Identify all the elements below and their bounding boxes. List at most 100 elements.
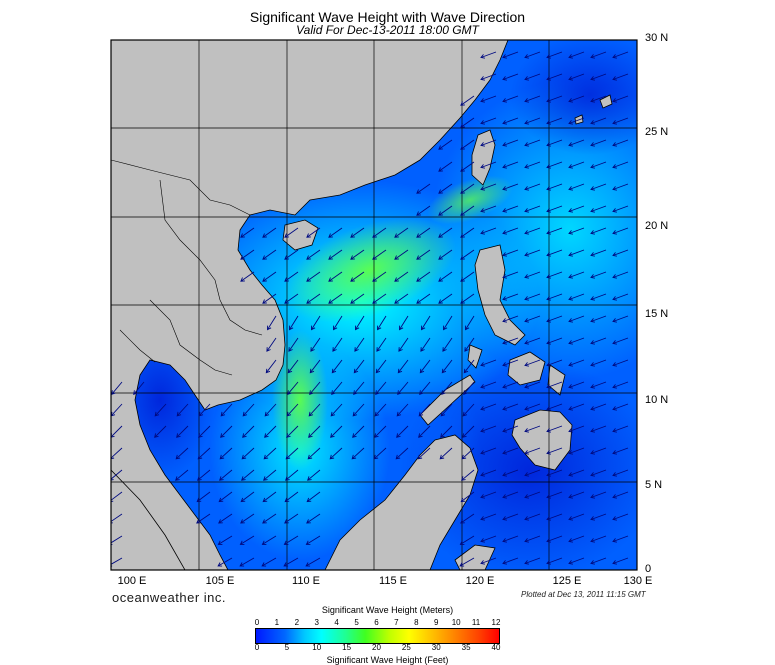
wave-arrow: [419, 381, 431, 395]
colorbar-feet-tick: 5: [284, 643, 290, 652]
wave-arrow: [460, 491, 475, 503]
wave-arrow: [480, 425, 497, 433]
wave-arrow: [568, 403, 585, 411]
wave-arrow: [328, 227, 343, 238]
wave-arrow: [568, 469, 585, 477]
wave-arrow: [306, 513, 321, 524]
wave-arrow: [440, 425, 453, 438]
wave-arrow: [546, 381, 563, 389]
wave-arrow: [568, 381, 585, 389]
wave-arrow: [568, 425, 585, 433]
country-borders: [111, 159, 263, 376]
wave-arrow: [568, 271, 585, 279]
wave-arrow: [524, 425, 541, 433]
wave-arrow: [310, 337, 321, 352]
wave-arrow: [590, 117, 607, 125]
wave-arrow: [590, 227, 607, 235]
wave-arrow: [283, 535, 299, 545]
wave-arrow: [284, 227, 299, 238]
wave-arrow: [546, 359, 563, 367]
wave-arrow: [284, 249, 299, 260]
wave-arrow: [524, 337, 541, 345]
colorbar-feet-tick: 20: [372, 643, 381, 652]
wave-arrow: [394, 249, 409, 260]
wave-arrow: [240, 513, 255, 524]
wave-arrow: [218, 491, 233, 503]
wave-arrow: [240, 227, 255, 238]
wave-arrow: [480, 183, 497, 191]
colorbar-meters-tick: 3: [314, 618, 319, 627]
wave-arrow: [220, 403, 233, 417]
wave-arrow: [353, 359, 365, 374]
wave-arrow: [284, 271, 299, 282]
wave-arrow: [612, 403, 629, 411]
wave-arrow: [197, 447, 211, 460]
wave-arrow: [502, 271, 519, 279]
wave-arrow: [590, 51, 607, 59]
wave-arrow: [240, 249, 255, 260]
wave-arrow: [306, 293, 321, 304]
wave-arrow: [263, 447, 277, 460]
wave-arrow: [502, 557, 519, 565]
wave-arrow: [111, 557, 123, 567]
wave-arrow: [502, 513, 519, 521]
wave-arrow: [524, 447, 541, 455]
wave-arrow: [502, 183, 519, 191]
wave-arrow: [287, 381, 299, 395]
wave-arrow: [133, 381, 145, 395]
wave-arrow: [524, 271, 541, 279]
wave-arrow: [612, 469, 629, 477]
colorbar-feet-tick: 30: [431, 643, 441, 652]
wave-arrow: [198, 403, 211, 417]
wave-arrow: [376, 337, 387, 352]
wave-arrow: [459, 557, 475, 567]
wave-arrow: [460, 205, 475, 216]
wave-arrow: [524, 227, 541, 235]
wave-arrow: [460, 271, 475, 282]
wave-arrow: [261, 557, 277, 567]
wave-arrow: [307, 469, 321, 481]
wave-arrow: [350, 227, 365, 238]
wave-arrow: [353, 381, 365, 395]
wave-arrow: [306, 491, 321, 503]
wave-arrow: [546, 51, 563, 59]
wave-arrow: [460, 183, 475, 194]
wave-arrow: [417, 447, 431, 460]
wave-arrow: [546, 557, 563, 565]
wave-arrow: [461, 447, 475, 460]
wave-arrow: [350, 271, 365, 282]
wave-arrow: [175, 469, 189, 481]
wave-arrow: [590, 183, 607, 191]
wave-arrow: [239, 557, 255, 567]
wave-arrow: [261, 535, 277, 545]
wave-arrow: [546, 491, 563, 499]
wave-arrow: [443, 315, 453, 331]
wave-arrow: [524, 139, 541, 147]
wave-arrow: [399, 315, 409, 331]
wave-arrow: [524, 249, 541, 257]
wave-arrow: [462, 403, 475, 417]
wave-arrow: [480, 469, 497, 477]
wave-arrow: [240, 271, 255, 282]
wave-arrow: [590, 205, 607, 213]
wave-arrow: [374, 425, 387, 438]
wave-arrow: [331, 381, 343, 395]
wave-arrow: [264, 403, 277, 417]
wave-arrow: [462, 425, 475, 438]
wave-arrow: [546, 447, 563, 455]
wave-arrow: [502, 381, 519, 389]
wave-arrow: [612, 139, 629, 147]
wave-arrow: [375, 359, 387, 374]
wave-arrow: [350, 293, 365, 304]
wave-arrow: [612, 51, 629, 59]
wave-arrow: [372, 271, 387, 282]
wave-arrow: [372, 227, 387, 238]
wave-arrow: [590, 491, 607, 499]
wave-arrow: [262, 491, 277, 503]
wave-arrow: [546, 425, 563, 433]
wave-arrow: [546, 183, 563, 191]
wave-arrow: [612, 227, 629, 235]
lon-label: 110 E: [292, 575, 320, 587]
wave-arrow: [524, 491, 541, 499]
wave-arrow: [309, 359, 321, 374]
